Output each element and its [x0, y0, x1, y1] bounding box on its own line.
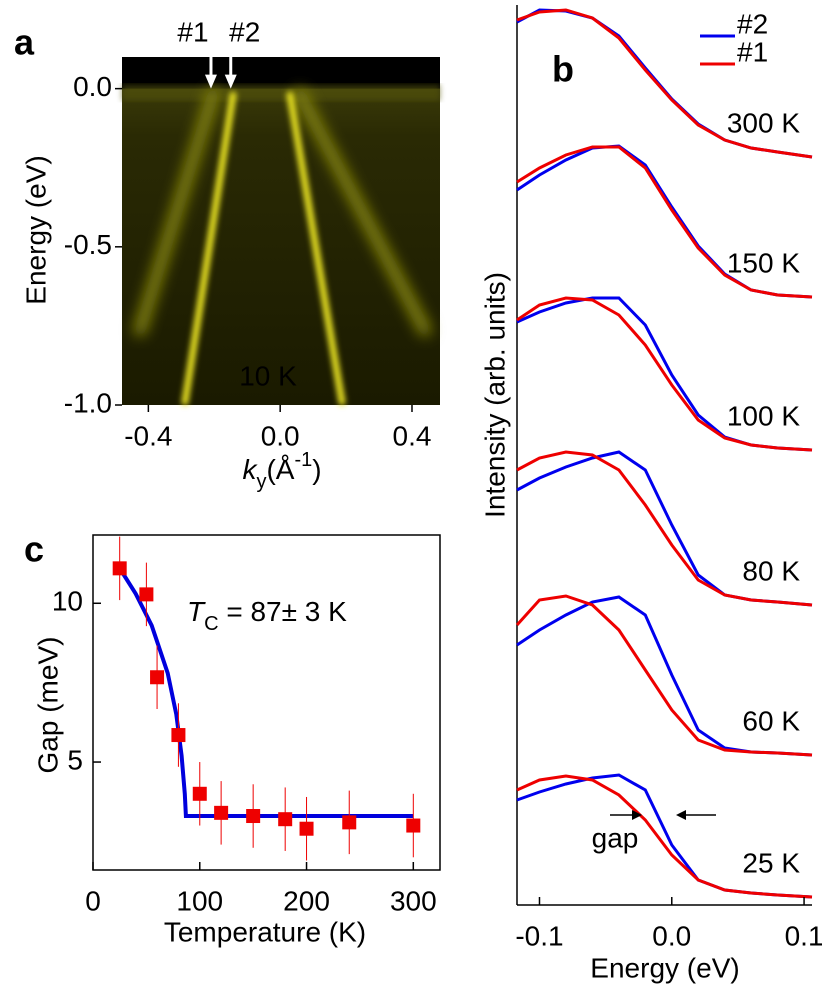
curve-label: 80 K: [742, 555, 800, 586]
data-point: [113, 561, 127, 575]
curve-label: 25 K: [742, 847, 800, 878]
x-axis-label-part: (Å: [266, 454, 294, 485]
curve: [517, 776, 812, 897]
figure: aEnergy (eV)#1#210 Kky(Å-1)-0.40.00.40.0…: [0, 0, 822, 989]
x-tick-label: 0.1: [785, 920, 822, 951]
y-tick-label: 5: [67, 744, 83, 775]
annotation-label: #2: [229, 16, 260, 47]
y-tick-label: 10: [52, 586, 83, 617]
gap-label: gap: [592, 822, 639, 853]
tc-annotation: TC = 87± 3 K: [187, 596, 347, 635]
annotation-label: #1: [177, 16, 208, 47]
x-tick-label: -0.1: [515, 920, 563, 951]
curve: [517, 775, 812, 897]
x-tick-label: -0.4: [124, 420, 172, 451]
data-point: [342, 815, 356, 829]
curve-label: 100 K: [727, 400, 800, 431]
x-axis-label-part: -1: [294, 449, 312, 471]
curve-label: 150 K: [727, 247, 800, 278]
data-point: [150, 670, 164, 684]
legend-label: #2: [737, 8, 768, 39]
y-tick-label: -0.5: [64, 229, 112, 260]
data-point: [139, 587, 153, 601]
y-axis-label: Intensity (arb. units): [479, 272, 510, 518]
data-point: [171, 728, 185, 742]
x-tick-label: 200: [283, 885, 330, 916]
plot-frame: [93, 535, 440, 870]
tc-subscript: C: [204, 613, 218, 635]
x-axis-label-part: y: [256, 471, 266, 493]
x-tick-label: 100: [176, 885, 223, 916]
y-axis-label: Energy (eV): [20, 155, 51, 304]
x-tick-label: 0.0: [261, 420, 300, 451]
data-point: [214, 806, 228, 820]
fermi-glow: [122, 85, 440, 101]
y-tick-label: 0.0: [73, 71, 112, 102]
x-axis-label-part: ): [312, 454, 321, 485]
gap-arrow-head: [676, 810, 686, 820]
data-point: [193, 787, 207, 801]
data-point: [278, 812, 292, 826]
curve-label: 60 K: [742, 705, 800, 736]
curve-label: 300 K: [727, 107, 800, 138]
data-point: [406, 819, 420, 833]
x-axis-label: ky(Å-1): [242, 449, 321, 493]
panel-label: b: [552, 49, 574, 90]
data-point: [246, 809, 260, 823]
x-axis-label: Temperature (K): [164, 916, 366, 947]
temperature-label: 10 K: [239, 360, 297, 391]
x-axis-label: Energy (eV): [590, 952, 739, 983]
x-tick-label: 300: [390, 885, 437, 916]
panel-label: c: [24, 529, 44, 570]
x-tick-label: 0.0: [652, 920, 691, 951]
tc-text: = 87± 3 K: [219, 596, 348, 627]
panel-label: a: [14, 22, 35, 63]
y-axis-label: Gap (meV): [32, 637, 63, 774]
legend-label: #1: [737, 36, 768, 67]
data-point: [300, 822, 314, 836]
x-tick-label: 0.4: [393, 420, 432, 451]
y-tick-label: -1.0: [64, 387, 112, 418]
x-tick-label: 0: [85, 885, 101, 916]
